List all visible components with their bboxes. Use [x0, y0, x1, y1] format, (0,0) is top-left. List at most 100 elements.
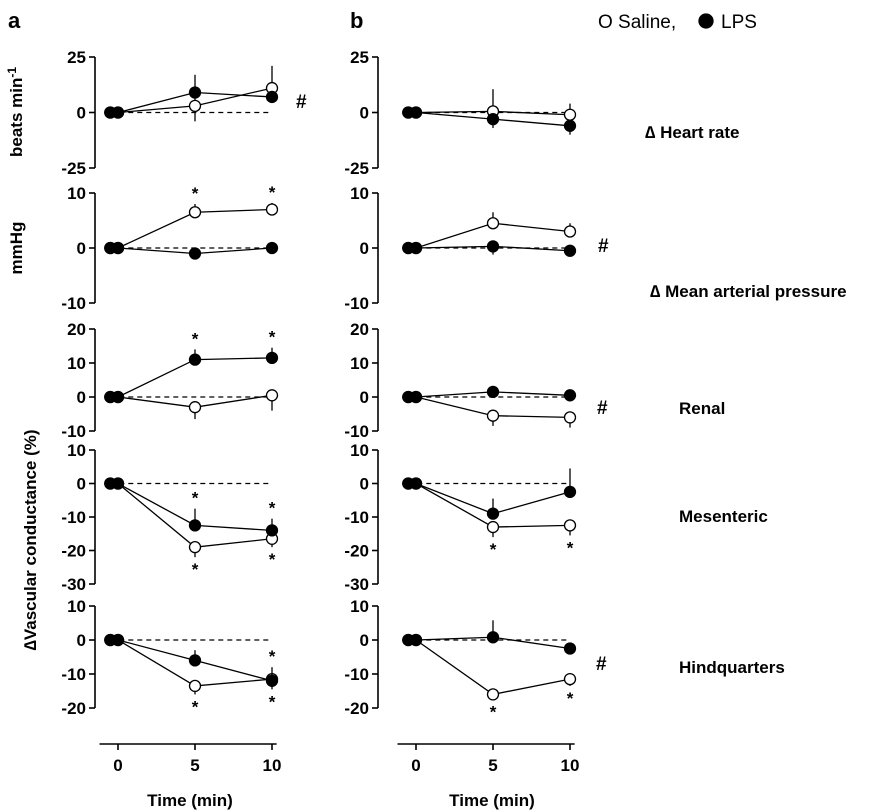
row-label-heart-rate: ∆ Heart rate [645, 123, 740, 142]
data-point-saline [188, 541, 202, 554]
y-tick-label: 20 [350, 320, 369, 339]
data-point-lps [486, 631, 500, 644]
legend-lps-marker [698, 13, 714, 29]
data-point-lps [188, 654, 202, 667]
data-point-lps [409, 477, 423, 490]
data-point-saline [188, 679, 202, 693]
data-point-saline [265, 203, 279, 216]
data-point-lps [188, 86, 202, 99]
y-tick-label: 0 [360, 388, 369, 407]
y-tick-label: 0 [360, 631, 369, 650]
data-point-lps [265, 90, 279, 104]
significance-marker: * [567, 689, 574, 708]
y-tick-label: 0 [77, 475, 86, 494]
data-point-lps [188, 353, 202, 366]
y-tick-label: 10 [350, 597, 369, 616]
significance-marker: * [269, 328, 276, 347]
data-point-lps [265, 674, 279, 687]
significance-marker: * [192, 697, 199, 716]
significance-marker: * [490, 703, 497, 722]
data-point-lps [111, 477, 125, 490]
data-point-saline [486, 217, 500, 230]
y-tick-label: -10 [61, 508, 86, 527]
y-tick-label: -20 [344, 699, 369, 718]
data-point-saline [486, 409, 500, 422]
panel-label-b: b [350, 8, 363, 33]
panel-label-a: a [8, 8, 21, 33]
data-point-saline [563, 519, 577, 532]
x-tick-label: 10 [263, 756, 282, 775]
y-tick-label: -25 [61, 159, 86, 178]
y-tick-label: 0 [360, 475, 369, 494]
significance-marker: * [269, 499, 276, 518]
significance-marker: * [192, 329, 199, 348]
data-point-lps [188, 247, 202, 260]
legend-saline-label: O Saline, [598, 12, 676, 33]
data-point-lps [265, 241, 279, 255]
y-tick-label: 10 [350, 184, 369, 203]
y-label-heart-rate: beats min-1 [5, 67, 26, 157]
data-point-lps [563, 485, 577, 499]
x-tick-label: 10 [561, 756, 580, 775]
y-tick-label: 10 [350, 354, 369, 373]
y-label-map: mmHg [7, 222, 26, 275]
significance-marker: * [567, 538, 574, 557]
data-point-lps [409, 390, 423, 404]
x-axis-a: 0 5 10 [99, 743, 282, 775]
row-label-renal: Renal [679, 399, 725, 418]
y-tick-label: -20 [61, 699, 86, 718]
data-point-saline [563, 225, 577, 238]
y-tick-label: 0 [77, 388, 86, 407]
hash-marker: # [598, 236, 609, 257]
significance-marker: * [192, 560, 199, 579]
x-axis-b: 0 5 10 [397, 743, 580, 775]
series-line-saline [408, 639, 571, 696]
data-point-lps [265, 524, 279, 537]
plot-a-mesenteric: 10 0 -10 -20 -30 * * * * [61, 441, 279, 594]
y-tick-label: 0 [77, 239, 86, 258]
data-point-lps [409, 633, 423, 647]
significance-marker: * [269, 550, 276, 569]
y-tick-label: -30 [344, 575, 369, 594]
y-tick-label: 0 [360, 104, 369, 123]
y-label-heart-rate-sup: -1 [5, 67, 19, 78]
y-tick-label: -10 [344, 508, 369, 527]
y-tick-label: 0 [77, 104, 86, 123]
y-tick-label: 20 [67, 320, 86, 339]
significance-marker: * [192, 489, 199, 508]
x-tick-label: 0 [411, 756, 420, 775]
plot-a-renal: 20 10 0 -10 * * [61, 320, 279, 441]
row-label-mesenteric: Mesenteric [679, 507, 768, 526]
significance-marker: * [490, 540, 497, 559]
y-tick-label: -10 [61, 294, 86, 313]
y-tick-label: 0 [360, 239, 369, 258]
plot-b-map: 10 0 -10 # [344, 184, 609, 313]
y-tick-label: -25 [344, 159, 369, 178]
plot-b-heart_rate: 25 0 -25 [344, 48, 577, 178]
y-tick-label: 25 [67, 48, 86, 67]
data-point-lps [265, 351, 279, 365]
row-label-map: ∆ Mean arterial pressure [650, 282, 847, 301]
y-tick-label: -10 [61, 665, 86, 684]
hash-marker: # [296, 92, 307, 113]
data-point-saline [188, 206, 202, 219]
data-point-lps [111, 241, 125, 255]
data-point-saline [486, 688, 500, 701]
y-tick-label: 0 [77, 631, 86, 650]
plot-a-heart_rate: 25 0 -25 # [61, 48, 307, 178]
x-label-a: Time (min) [147, 791, 233, 810]
row-label-hindquarters: Hindquarters [679, 658, 785, 677]
data-point-lps [563, 119, 577, 132]
y-tick-label: 10 [67, 597, 86, 616]
data-point-lps [486, 113, 500, 126]
significance-marker: * [269, 183, 276, 202]
y-tick-label: -10 [344, 665, 369, 684]
hash-marker: # [597, 398, 608, 419]
x-label-b: Time (min) [449, 791, 535, 810]
y-tick-label: 10 [67, 184, 86, 203]
data-point-saline [563, 108, 577, 121]
plot-b-mesenteric: 10 0 -10 -20 -30 * * [344, 441, 577, 594]
data-point-lps [563, 642, 577, 655]
y-tick-label: -20 [61, 542, 86, 561]
